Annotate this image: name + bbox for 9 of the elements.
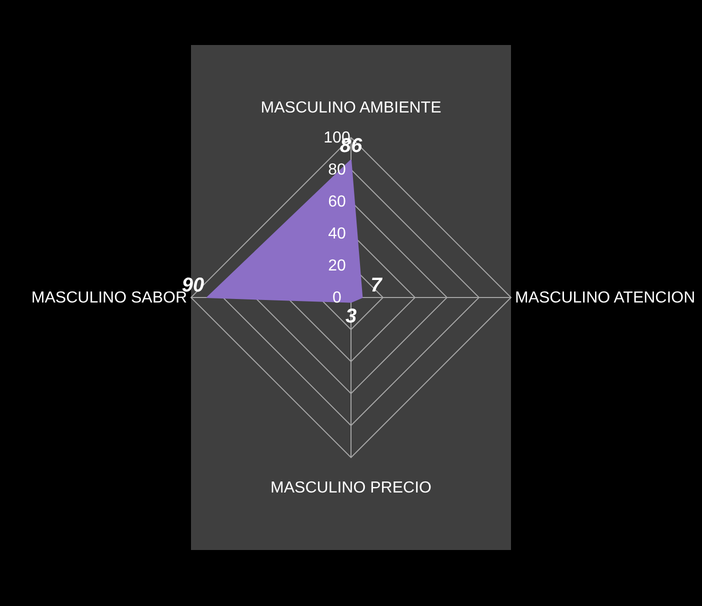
y-tick-label: 60: [328, 194, 346, 210]
data-label: 3: [345, 305, 357, 328]
y-tick-label: 0: [332, 290, 342, 306]
spoke-label: MASCULINO ATENCION: [515, 290, 696, 306]
y-tick-label: 20: [328, 258, 346, 274]
spoke-label: MASCULINO PRECIO: [270, 480, 432, 496]
data-label: 7: [370, 274, 383, 296]
spoke-label: MASCULINO AMBIENTE: [260, 100, 442, 116]
y-tick-label: 40: [328, 226, 346, 242]
